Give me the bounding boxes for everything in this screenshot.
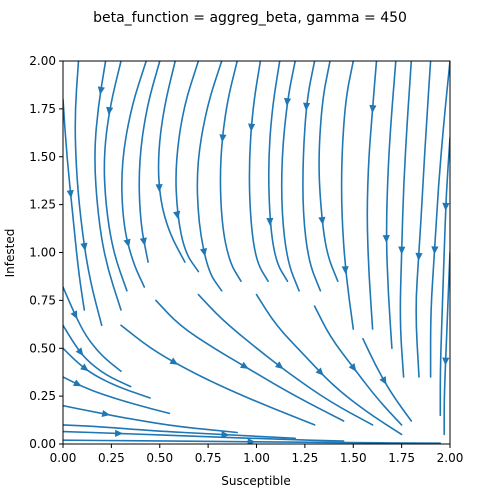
streamline-arrow <box>275 361 284 370</box>
streamline-arrow <box>248 123 256 132</box>
streamline-arrow <box>247 438 256 444</box>
streamline <box>63 439 442 444</box>
streamline-arrow <box>80 242 88 252</box>
y-tick-label: 0.00 <box>29 437 56 451</box>
streamline <box>63 404 238 434</box>
streamline-arrow <box>155 184 163 193</box>
streamline <box>63 98 86 311</box>
streamline <box>443 251 450 436</box>
streamline <box>121 61 147 288</box>
streamline <box>340 61 355 330</box>
streamline <box>385 61 397 350</box>
y-axis: 0.00 0.25 0.50 0.75 1.00 1.25 1.50 1.75 2.00 <box>29 54 63 451</box>
streamlines-layer <box>63 61 450 444</box>
streamline <box>155 299 345 422</box>
x-axis-label: Susceptible <box>221 474 290 488</box>
streamline <box>313 305 403 426</box>
streamline-arrow <box>398 246 406 255</box>
streamline <box>94 61 122 311</box>
streamline <box>63 286 122 372</box>
streamline <box>196 61 223 292</box>
streamline <box>366 61 378 330</box>
streamline-arrow <box>80 363 89 372</box>
streamline <box>318 61 339 282</box>
streamline-arrow <box>73 379 82 387</box>
streamline-arrow <box>219 134 227 143</box>
y-tick-label: 1.25 <box>29 198 56 212</box>
streamline-arrow <box>284 97 292 107</box>
streamline <box>157 61 186 263</box>
streamline-arrow <box>415 252 423 261</box>
streamline <box>63 347 151 399</box>
plot-area <box>63 61 450 444</box>
streamline-arrow <box>123 238 131 248</box>
streamline <box>120 324 316 426</box>
streamline <box>415 61 432 378</box>
y-tick-label: 2.00 <box>29 54 56 68</box>
streamline <box>302 61 322 292</box>
x-tick-label: 0.50 <box>146 451 173 465</box>
x-tick-label: 0.25 <box>98 451 125 465</box>
x-tick-label: 1.50 <box>340 451 367 465</box>
streamline-arrow <box>442 357 450 366</box>
streamline <box>280 61 300 292</box>
streamline-arrow <box>169 357 179 365</box>
streamline <box>248 61 269 282</box>
streamline-arrow <box>382 235 390 244</box>
streamline-arrow <box>70 310 78 320</box>
streamline <box>63 376 171 415</box>
y-tick-label: 0.75 <box>29 293 56 307</box>
x-tick-label: 1.75 <box>388 451 415 465</box>
streamline-arrow <box>318 216 326 225</box>
streamline-arrow <box>442 202 450 211</box>
streamline-arrow <box>369 104 377 114</box>
y-tick-label: 0.25 <box>29 389 56 403</box>
streamline-arrow <box>379 376 387 385</box>
streamline-arrow <box>221 431 230 439</box>
streamline-arrow <box>200 248 207 257</box>
streamline-arrow <box>173 210 181 220</box>
streamline <box>74 61 103 327</box>
streamline <box>267 61 289 282</box>
streamline <box>103 61 128 292</box>
x-tick-label: 0.00 <box>50 451 77 465</box>
x-tick-label: 2.00 <box>437 451 464 465</box>
streamline-arrow <box>101 410 111 417</box>
x-tick-label: 0.75 <box>195 451 222 465</box>
streamline-arrow <box>240 361 249 369</box>
streamline-arrow <box>348 363 357 372</box>
streamline-arrow <box>303 102 311 111</box>
streamline <box>439 136 450 417</box>
y-tick-label: 0.50 <box>29 341 56 355</box>
streamline-arrow <box>431 246 439 255</box>
streamline <box>399 61 413 378</box>
streamline <box>138 61 161 263</box>
y-tick-label: 1.00 <box>29 246 56 260</box>
streamline-arrow <box>266 217 274 226</box>
streamline <box>219 61 242 282</box>
streamline-arrow <box>341 266 349 275</box>
y-tick-label: 1.50 <box>29 150 56 164</box>
streamline <box>429 61 450 378</box>
streamline-arrow <box>315 367 324 376</box>
streamline <box>63 324 132 388</box>
streamline-arrow <box>115 429 124 437</box>
y-tick-label: 1.75 <box>29 102 56 116</box>
y-axis-label: Infested <box>3 229 17 278</box>
streamline-arrow <box>106 106 114 116</box>
x-tick-label: 1.25 <box>292 451 319 465</box>
x-tick-label: 1.00 <box>243 451 270 465</box>
chart-title: beta_function = aggreg_beta, gamma = 450 <box>93 10 407 26</box>
streamline-arrow <box>139 237 147 246</box>
streamline-arrow <box>97 86 105 95</box>
streamline <box>175 61 200 273</box>
x-axis: 0.00 0.25 0.50 0.75 1.00 1.25 1.50 1.75 2.00 <box>50 444 464 465</box>
streamline-arrow <box>75 347 84 356</box>
streamline-arrow <box>66 189 74 199</box>
streamline <box>197 293 374 426</box>
